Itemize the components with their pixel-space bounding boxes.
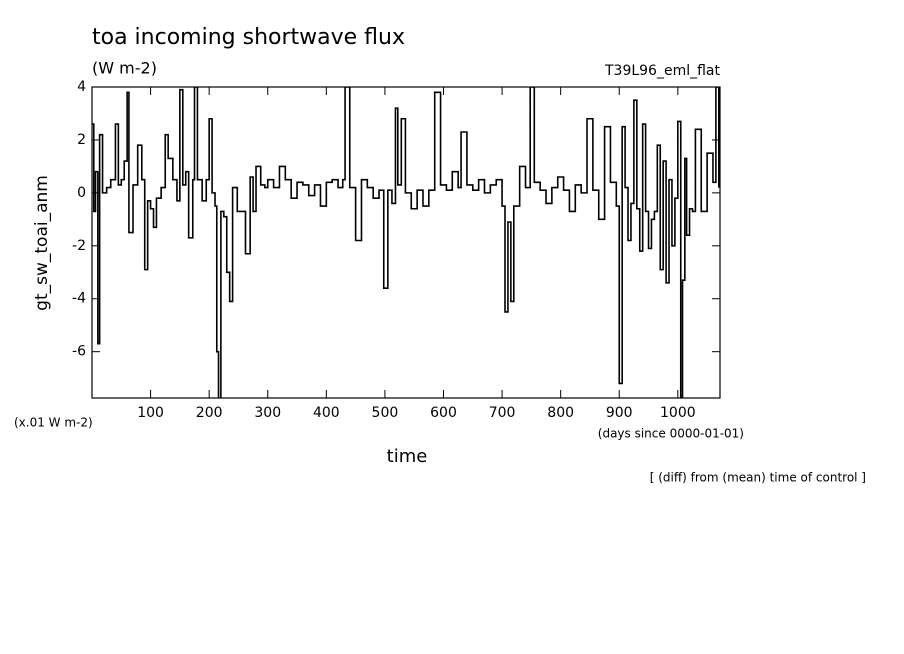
y-tick-label: -2 xyxy=(72,238,86,254)
y-tick-label: 4 xyxy=(77,79,86,95)
x-tick-label: 800 xyxy=(547,405,574,421)
footnote: [ (diff) from (mean) time of control ] xyxy=(650,471,866,485)
x-tick-label: 900 xyxy=(606,405,633,421)
x-unit-note: (days since 0000-01-01) xyxy=(598,427,744,441)
y-unit-note: (x.01 W m-2) xyxy=(14,416,93,430)
y-tick-label: -4 xyxy=(72,291,86,307)
x-tick-label: 600 xyxy=(430,405,457,421)
data-line xyxy=(92,87,720,398)
x-tick-label: 400 xyxy=(313,405,340,421)
x-tick-label: 100 xyxy=(137,405,164,421)
x-tick-label: 500 xyxy=(372,405,399,421)
x-tick-label: 700 xyxy=(489,405,516,421)
x-tick-label: 200 xyxy=(196,405,223,421)
chart-subtitle: (W m-2) xyxy=(92,59,157,78)
chart-title: toa incoming shortwave flux xyxy=(92,25,405,50)
y-tick-label: -6 xyxy=(72,344,86,360)
run-label: T39L96_eml_flat xyxy=(604,63,721,79)
y-tick-label: 2 xyxy=(77,132,86,148)
x-tick-label: 300 xyxy=(254,405,281,421)
x-axis-label: time xyxy=(387,446,428,467)
y-axis-label: gt_sw_toai_anm xyxy=(32,175,52,311)
plot-frame xyxy=(91,86,721,399)
y-tick-label: 0 xyxy=(77,185,86,201)
x-tick-label: 1000 xyxy=(660,405,696,421)
